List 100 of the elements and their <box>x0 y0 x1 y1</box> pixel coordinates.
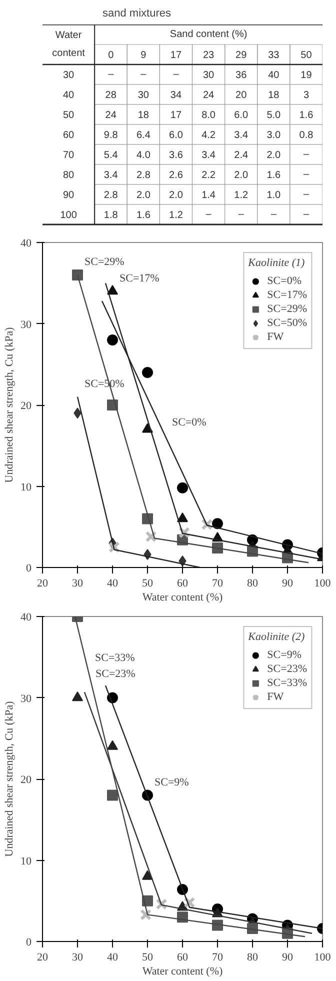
legend-label: SC=17% <box>267 288 307 302</box>
data-label: 1.6 <box>299 110 314 121</box>
data-label: 4.2 <box>202 130 216 141</box>
y-tick-label: 60 <box>62 130 75 141</box>
data-label: 4.0 <box>136 150 151 161</box>
data-label: 3.4 <box>234 130 248 141</box>
data-label: 2.0 <box>266 150 282 161</box>
data-label: 18 <box>268 90 280 101</box>
legend-label: SC=9% <box>267 648 302 662</box>
x-tick-label: 90 <box>282 952 294 964</box>
x-tick-label: 70 <box>212 578 224 590</box>
annotation: SC=9% <box>154 776 189 788</box>
y-tick-label: 30 <box>20 692 32 705</box>
annotation: SC=23% <box>96 668 136 680</box>
x-tick-label: 9 <box>140 50 147 61</box>
legend-label: SC=23% <box>267 662 307 676</box>
y-tick-label: 40 <box>20 238 32 250</box>
data-label: 6.0 <box>234 110 248 121</box>
data-label: 2.0 <box>136 190 151 201</box>
data-label: 2.6 <box>169 170 184 181</box>
y-tick-label: 0 <box>26 562 32 574</box>
data-label: 2.0 <box>169 190 184 201</box>
data-label: 6.4 <box>136 130 151 141</box>
data-label: 1.8 <box>104 210 118 221</box>
x-tick-label: 29 <box>236 50 248 61</box>
data-label: 2.0 <box>234 170 248 181</box>
text: – <box>238 209 244 220</box>
data-label: 18 <box>138 110 150 121</box>
legend-label: FW <box>267 330 285 344</box>
x-axis-title: Sand content (%) <box>170 29 248 40</box>
y-tick-label: 50 <box>62 110 75 121</box>
data-label: 30 <box>202 70 215 81</box>
x-tick-label: 40 <box>107 952 118 964</box>
data-label: 1.6 <box>266 170 282 181</box>
text: – <box>206 209 212 220</box>
y-tick-label: 0 <box>26 936 32 948</box>
x-tick-label: 50 <box>142 578 154 590</box>
data-label: 19 <box>300 70 312 81</box>
x-tick-label: 40 <box>107 578 118 590</box>
x-tick-label: 100 <box>314 952 332 964</box>
text: – <box>303 149 310 160</box>
data-label: 8.0 <box>202 110 216 121</box>
legend-label: SC=50% <box>267 316 307 330</box>
text: – <box>303 189 310 200</box>
text: – <box>108 69 114 80</box>
data-label: 24 <box>105 110 117 121</box>
data-label: 20 <box>236 90 248 101</box>
x-tick-label: 80 <box>247 952 258 964</box>
y-tick-label: 40 <box>20 612 32 624</box>
text: – <box>173 69 179 80</box>
x-tick-label: 30 <box>72 952 84 964</box>
y-tick-label: 90 <box>62 190 75 201</box>
x-tick-label: 30 <box>72 578 84 590</box>
x-tick-label: 17 <box>170 50 182 61</box>
chart-title: sand mixtures <box>102 8 172 20</box>
legend-label: SC=0% <box>267 274 302 288</box>
y-tick-label: 80 <box>62 170 75 181</box>
annotation: SC=0% <box>172 416 206 429</box>
data-label: 3.4 <box>104 170 118 181</box>
data-label: 0.8 <box>299 130 314 141</box>
data-label: 28 <box>105 90 117 101</box>
x-axis-title: Water content (%) <box>142 592 224 604</box>
x-tick-label: 60 <box>177 578 188 590</box>
y-tick-label: 40 <box>62 90 75 101</box>
y-axis-title: Water content <box>52 30 86 59</box>
y-tick-label: 20 <box>20 774 32 786</box>
annotation: SC=17% <box>120 272 160 284</box>
x-tick-label: 100 <box>314 578 332 590</box>
y-tick-label: 70 <box>62 150 75 161</box>
text: – <box>270 209 276 220</box>
x-tick-label: 90 <box>282 578 294 590</box>
x-tick-label: 20 <box>37 578 48 590</box>
data-label: 9.8 <box>104 130 118 141</box>
x-tick-label: 33 <box>268 50 280 61</box>
data-label: 24 <box>202 90 215 101</box>
legend-title: Kaolinite (1) <box>248 257 306 269</box>
x-tick-label: 23 <box>202 50 215 61</box>
y-tick-label: 30 <box>62 70 75 81</box>
x-tick-label: 20 <box>37 952 48 964</box>
legend-title: Kaolinite (2) <box>248 631 306 643</box>
y-tick-label: 10 <box>20 481 32 494</box>
data-label: 2.4 <box>234 150 248 161</box>
text: – <box>140 69 146 80</box>
legend-label: SC=29% <box>267 302 307 316</box>
data-label: 1.0 <box>266 190 282 201</box>
data-label: 2.8 <box>136 170 151 181</box>
data-label: 17 <box>170 110 182 121</box>
data-label: 3.6 <box>169 150 184 161</box>
data-label: 2.2 <box>202 170 216 181</box>
data-label: 1.2 <box>169 210 184 221</box>
y-tick-label: 100 <box>60 210 78 221</box>
data-label: 1.6 <box>136 210 151 221</box>
data-label: 2.8 <box>104 190 118 201</box>
data-label: 5.0 <box>266 110 282 121</box>
x-tick-label: 0 <box>108 50 114 61</box>
data-label: 1.2 <box>234 190 248 201</box>
data-label: 36 <box>236 70 248 81</box>
x-tick-label: 50 <box>300 50 312 61</box>
y-axis-title: Undrained shear strength, Cu (kPa) <box>4 700 16 857</box>
data-label: 5.4 <box>104 150 118 161</box>
